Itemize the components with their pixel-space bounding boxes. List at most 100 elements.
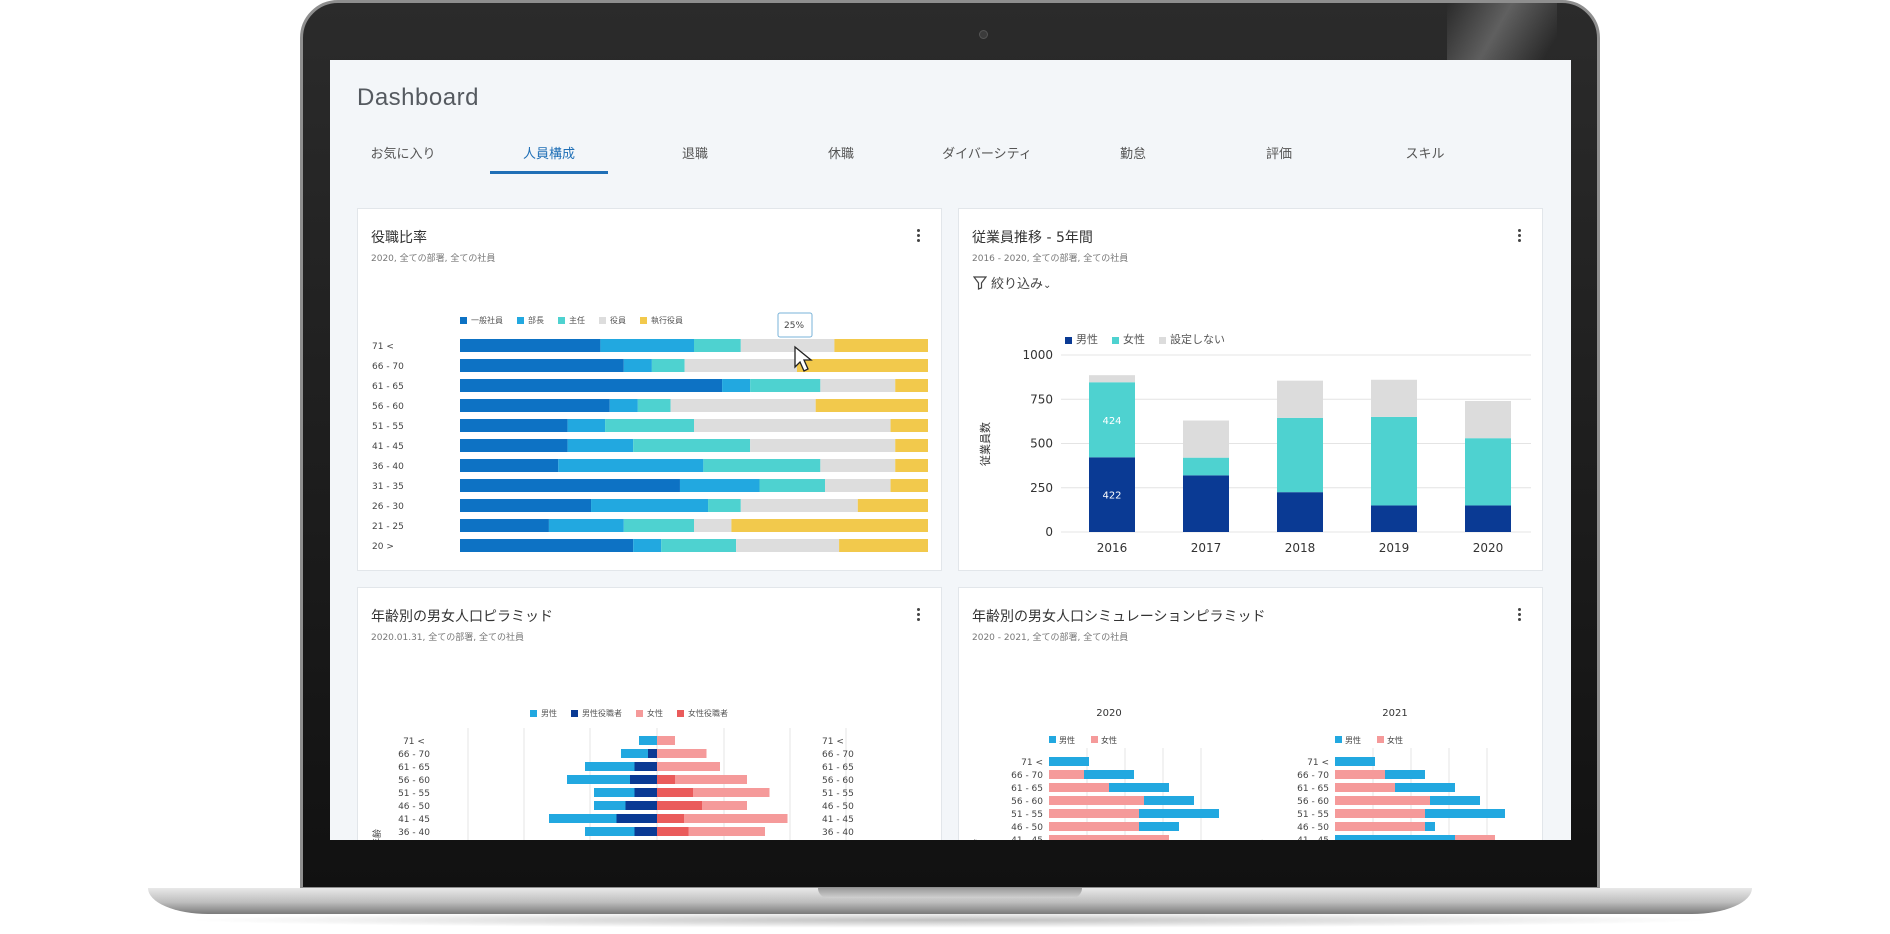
bar-segment (460, 419, 568, 432)
bar-segment (600, 339, 694, 352)
bar-segment (567, 419, 606, 432)
bar-female (657, 814, 788, 823)
tab-1[interactable]: 人員構成 (476, 140, 622, 180)
legend-item: 女性 (1112, 331, 1145, 347)
tooltip-label: 25% (784, 321, 804, 331)
legend-swatch (1335, 736, 1342, 743)
kebab-menu-icon[interactable] (1518, 229, 1522, 245)
simulation-pyramid-card: 年齢別の男女人口シミュレーションピラミッド 2020 - 2021, 全ての部署… (958, 587, 1543, 840)
legend-label: 女性役職者 (688, 709, 728, 718)
tab-7[interactable]: スキル (1405, 147, 1445, 162)
y-tick-label: 20 > (372, 542, 394, 552)
bar-segment (1049, 796, 1144, 805)
legend-label: 女性 (1387, 735, 1403, 745)
legend-swatch (1112, 337, 1119, 344)
filter-button[interactable]: 絞り込み⌄ (972, 273, 1051, 292)
filter-icon (972, 276, 988, 290)
bar-segment (890, 479, 928, 492)
tab-4[interactable]: ダイバーシティ (942, 147, 1032, 162)
tab-5[interactable]: 勤怠 (1119, 147, 1146, 162)
bar-segment (722, 379, 751, 392)
y-tick-label: 36 - 40 (372, 462, 404, 472)
bar-segment (460, 519, 549, 532)
y-tick-label: 61 - 65 (398, 763, 430, 773)
kebab-menu-icon[interactable] (917, 229, 921, 245)
legend-label: 男性役職者 (582, 709, 622, 718)
y-tick-label: 56 - 60 (1297, 797, 1329, 807)
x-tick-label: 2018 (1285, 541, 1316, 555)
legend-label: 女性 (647, 709, 663, 718)
bar-segment (1277, 380, 1323, 418)
y-tick-label: 61 - 65 (1011, 784, 1043, 794)
tab-0[interactable]: お気に入り (370, 147, 436, 162)
bar-segment (740, 339, 835, 352)
legend-label: 主任 (569, 316, 585, 325)
y-tick-label: 71 < (822, 737, 844, 747)
legend-item: 主任 (558, 315, 585, 326)
kebab-menu-icon[interactable] (1518, 608, 1522, 624)
bar-segment (1335, 796, 1430, 805)
bar-male (585, 762, 657, 771)
bar-segment (609, 399, 638, 412)
legend-label: 男性 (1076, 333, 1098, 346)
panel-title: 2020 (1096, 708, 1121, 719)
y-tick-label: 46 - 50 (822, 802, 854, 812)
bar-segment (1465, 401, 1511, 439)
bar-segment (820, 379, 896, 392)
bar-segment (1084, 770, 1134, 779)
legend-swatch (517, 317, 524, 324)
bar-male-manager (634, 762, 657, 771)
camera-icon (979, 30, 988, 39)
bar-segment (703, 459, 821, 472)
tab-2[interactable]: 退職 (681, 147, 708, 162)
headcount-chart: 0 250 500 750 1000 従業員数 2016 2017 2018 2019 2020 42… (979, 348, 1531, 555)
bar-male (567, 775, 657, 784)
tab-6[interactable]: 評価 (1265, 147, 1292, 162)
x-tick-label: 2019 (1379, 541, 1410, 555)
y-tick-label: 750 (1030, 392, 1053, 406)
bar-segment (637, 399, 671, 412)
x-tick-label: 2017 (1191, 541, 1222, 555)
bar-male (549, 814, 657, 823)
y-tick-label: 71 < (372, 342, 394, 352)
legend-label: 執行役員 (651, 316, 683, 325)
role-ratio-chart: 71 < 66 - 70 61 - 65 56 - 60 51 - 55 41 - 45 3… (372, 312, 928, 552)
bar-segment (1089, 382, 1135, 458)
legend-item: 部長 (517, 315, 544, 326)
legend-item: 執行役員 (640, 315, 683, 326)
simulation-pyramid-chart: 2020 男性 女性年齢 71 < 66 - 70 61 - 65 56 - 60 51 - … (970, 708, 1505, 840)
legend-label: 女性 (1101, 735, 1117, 745)
bar-segment (605, 419, 694, 432)
y-tick-label: 51 - 55 (1011, 810, 1043, 820)
bar-segment (890, 419, 928, 432)
bar-segment (1371, 379, 1417, 417)
bar-female-manager (657, 775, 675, 784)
legend-label: 一般社員 (471, 316, 503, 325)
bar-segment (460, 439, 568, 452)
bar-female-manager (657, 788, 693, 797)
panel-title: 2021 (1382, 708, 1407, 719)
y-tick-label: 41 - 45 (372, 442, 404, 452)
legend-label: 男性 (1059, 735, 1075, 745)
role-ratio-card: 役職比率 2020, 全ての部署, 全ての社員 一般社員 部長 主任 役員 執行役員 7… (357, 208, 942, 571)
bar-segment (1049, 835, 1169, 840)
bar-female (657, 775, 747, 784)
bar-segment (1183, 457, 1229, 476)
legend-swatch (530, 710, 537, 717)
y-axis-label: 年齢 (371, 829, 383, 840)
y-tick-label: 41 - 45 (1011, 836, 1043, 840)
y-tick-label: 66 - 70 (398, 750, 430, 760)
legend-label: 役員 (610, 316, 626, 325)
bar-female (657, 736, 675, 745)
y-tick-label: 66 - 70 (1011, 771, 1043, 781)
bar-segment (1371, 505, 1417, 532)
bar-male-manager (634, 788, 657, 797)
bar-segment (623, 519, 694, 532)
legend-swatch (1049, 736, 1056, 743)
bar-segment (1277, 417, 1323, 493)
bar-segment (1335, 809, 1425, 818)
kebab-menu-icon[interactable] (917, 608, 921, 624)
tab-3[interactable]: 休職 (827, 147, 854, 162)
bar-segment (460, 479, 680, 492)
y-tick-label: 41 - 45 (822, 815, 854, 825)
